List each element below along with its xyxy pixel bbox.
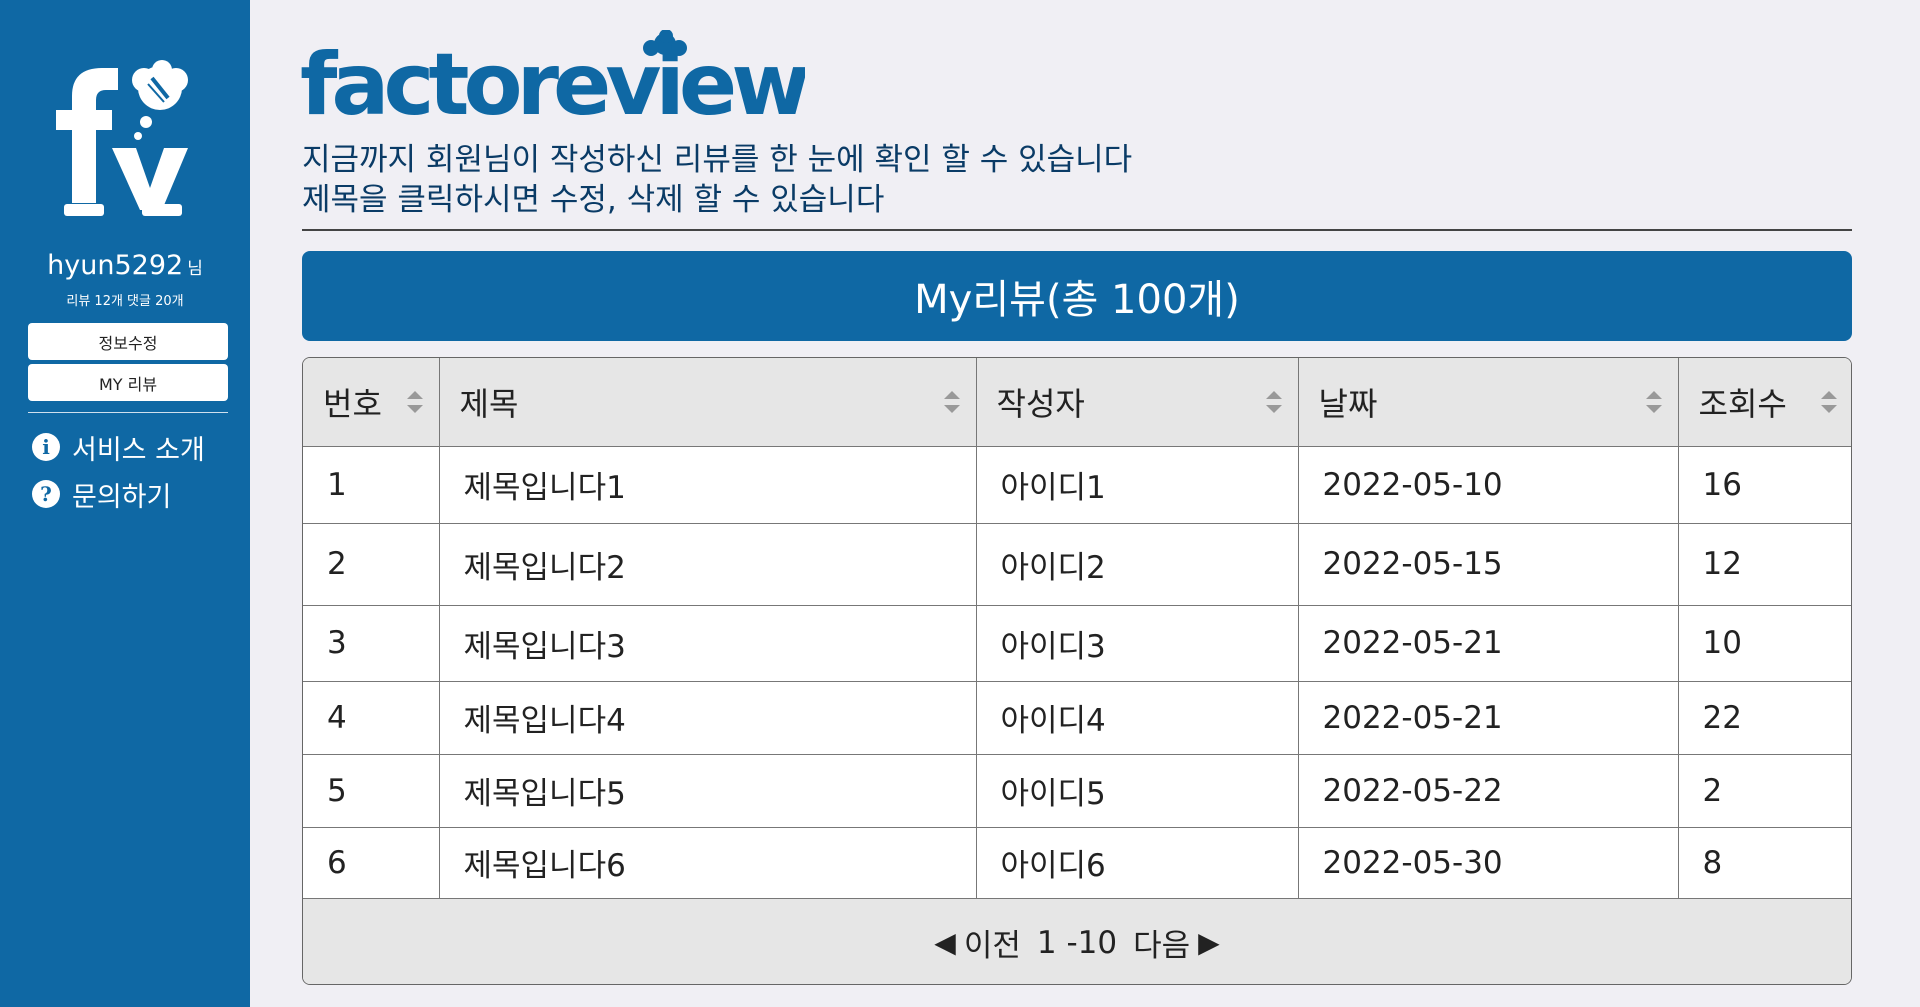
- cell-date: 2022-05-21: [1298, 605, 1679, 682]
- table-row: 2 제목입니다2 아이디2 2022-05-15 12: [303, 523, 1851, 606]
- cell-date: 2022-05-21: [1298, 681, 1679, 755]
- column-header-title[interactable]: 제목: [439, 358, 977, 447]
- cell-title-link[interactable]: 제목입니다1: [439, 446, 977, 524]
- cell-date: 2022-05-10: [1298, 446, 1679, 524]
- cell-date: 2022-05-22: [1298, 754, 1679, 828]
- cell-number: 5: [303, 754, 440, 828]
- inquiry-label: 문의하기: [72, 481, 172, 513]
- cell-author: 아이디1: [976, 446, 1299, 524]
- cell-views: 16: [1678, 446, 1851, 524]
- cell-number: 2: [303, 523, 440, 606]
- column-header-views[interactable]: 조회수: [1678, 358, 1851, 447]
- table-row: 5 제목입니다5 아이디5 2022-05-22 2: [303, 754, 1851, 828]
- cell-title-link[interactable]: 제목입니다6: [439, 827, 977, 899]
- review-table: 번호 제목 작성자 날짜 조회수: [302, 357, 1852, 985]
- sort-icon[interactable]: [1819, 388, 1839, 416]
- table-row: 1 제목입니다1 아이디1 2022-05-10 16: [303, 446, 1851, 524]
- table-row: 4 제목입니다4 아이디4 2022-05-21 22: [303, 681, 1851, 755]
- cell-date: 2022-05-15: [1298, 523, 1679, 606]
- column-header-label: 제목: [459, 384, 519, 423]
- my-review-title: My리뷰(총 100개): [302, 251, 1852, 341]
- user-stats: 리뷰 12개 댓글 20개: [66, 294, 184, 309]
- cell-title-link[interactable]: 제목입니다3: [439, 605, 977, 682]
- cell-date: 2022-05-30: [1298, 827, 1679, 899]
- sort-icon[interactable]: [942, 388, 962, 416]
- cell-number: 1: [303, 446, 440, 524]
- info-icon: i: [32, 433, 60, 461]
- my-review-button[interactable]: MY 리뷰: [28, 364, 228, 401]
- intro-text-line2: 제목을 클릭하시면 수정, 삭제 할 수 있습니다: [302, 182, 885, 218]
- column-header-number[interactable]: 번호: [303, 358, 440, 447]
- cell-author: 아이디5: [976, 754, 1299, 828]
- cell-views: 22: [1678, 681, 1851, 755]
- cell-author: 아이디2: [976, 523, 1299, 606]
- sort-icon[interactable]: [1264, 388, 1284, 416]
- column-header-author[interactable]: 작성자: [976, 358, 1299, 447]
- prev-page-link[interactable]: 이전: [963, 928, 1021, 964]
- service-intro-label: 서비스 소개: [72, 434, 205, 466]
- cell-author: 아이디4: [976, 681, 1299, 755]
- cell-views: 12: [1678, 523, 1851, 606]
- column-header-label: 조회수: [1698, 384, 1787, 423]
- user-greeting: hyun5292 님: [0, 250, 250, 281]
- next-arrow-icon[interactable]: ▶: [1198, 926, 1220, 959]
- cell-number: 6: [303, 827, 440, 899]
- sidebar-divider: [28, 412, 228, 413]
- cell-title-link[interactable]: 제목입니다5: [439, 754, 977, 828]
- table-row: 3 제목입니다3 아이디3 2022-05-21 10: [303, 605, 1851, 682]
- fv-logo[interactable]: [50, 58, 200, 218]
- brand-text: factoreview: [300, 35, 805, 122]
- service-intro-link[interactable]: i 서비스 소개: [32, 430, 205, 466]
- edit-info-button[interactable]: 정보수정: [28, 323, 228, 360]
- column-header-label: 번호: [323, 384, 382, 423]
- cell-author: 아이디3: [976, 605, 1299, 682]
- sort-icon[interactable]: [405, 388, 425, 416]
- column-header-date[interactable]: 날짜: [1298, 358, 1679, 447]
- inquiry-link[interactable]: ? 문의하기: [32, 477, 172, 513]
- cell-views: 8: [1678, 827, 1851, 899]
- intro-text-line1: 지금까지 회원님이 작성하신 리뷰를 한 눈에 확인 할 수 있습니다: [302, 142, 1133, 178]
- column-header-label: 작성자: [996, 384, 1085, 423]
- factoreview-logo[interactable]: factoreview: [300, 30, 805, 122]
- prev-arrow-icon[interactable]: ◀: [934, 926, 956, 959]
- cell-author: 아이디6: [976, 827, 1299, 899]
- cell-number: 4: [303, 681, 440, 755]
- column-header-label: 날짜: [1318, 384, 1378, 423]
- table-row: 6 제목입니다6 아이디6 2022-05-30 8: [303, 827, 1851, 899]
- cell-title-link[interactable]: 제목입니다2: [439, 523, 977, 606]
- question-icon: ?: [32, 480, 60, 508]
- sidebar: hyun5292 님 리뷰 12개 댓글 20개 정보수정 MY 리뷰 i 서비스…: [0, 0, 250, 1007]
- username-suffix: 님: [187, 259, 203, 279]
- username: hyun5292: [47, 250, 184, 281]
- sort-icon[interactable]: [1644, 388, 1664, 416]
- cell-views: 10: [1678, 605, 1851, 682]
- header-divider: [302, 229, 1852, 231]
- cell-views: 2: [1678, 754, 1851, 828]
- cell-number: 3: [303, 605, 440, 682]
- cell-title-link[interactable]: 제목입니다4: [439, 681, 977, 755]
- table-header-row: 번호 제목 작성자 날짜 조회수: [303, 358, 1851, 447]
- page-range: 1 -10: [1036, 924, 1118, 961]
- pagination: ◀ 이전 1 -10 다음 ▶: [303, 898, 1851, 984]
- next-page-link[interactable]: 다음: [1133, 928, 1191, 964]
